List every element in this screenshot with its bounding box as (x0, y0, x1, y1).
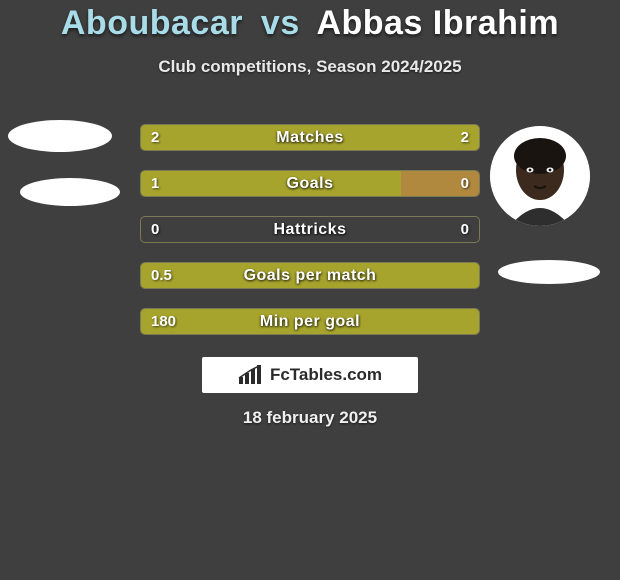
bar-mpg-label: Min per goal (141, 309, 479, 334)
title-vs: vs (261, 4, 300, 42)
bar-matches: 2 Matches 2 (140, 124, 480, 151)
bar-goals-label: Goals (141, 171, 479, 196)
avatar-right-face (490, 126, 590, 226)
brand-badge: FcTables.com (202, 357, 418, 393)
bar-gpm-label: Goals per match (141, 263, 479, 288)
bar-hattricks: 0 Hattricks 0 (140, 216, 480, 243)
title-player1: Aboubacar (61, 4, 243, 42)
brand-text: FcTables.com (270, 365, 382, 385)
comparison-infographic: Aboubacar vs Abbas Ibrahim Club competit… (0, 0, 620, 580)
bar-mpg: 180 Min per goal (140, 308, 480, 335)
avatar-left-oval-1 (8, 120, 112, 152)
bar-matches-label: Matches (141, 125, 479, 150)
avatar-left-oval-2 (20, 178, 120, 206)
title-player2: Abbas Ibrahim (316, 4, 559, 42)
bar-gpm: 0.5 Goals per match (140, 262, 480, 289)
stat-bars: 2 Matches 2 1 Goals 0 0 Hattricks 0 0.5 … (140, 124, 480, 354)
bar-matches-right-val: 2 (451, 125, 479, 150)
date-line: 18 february 2025 (0, 408, 620, 428)
bar-hattricks-right-val: 0 (451, 217, 479, 242)
page-title: Aboubacar vs Abbas Ibrahim (0, 0, 620, 43)
bar-goals-right-val: 0 (451, 171, 479, 196)
bar-hattricks-label: Hattricks (141, 217, 479, 242)
brand-bars-icon (238, 365, 264, 385)
bar-goals: 1 Goals 0 (140, 170, 480, 197)
subtitle: Club competitions, Season 2024/2025 (0, 57, 620, 77)
avatar-right-oval (498, 260, 600, 284)
avatar-right (490, 126, 590, 226)
